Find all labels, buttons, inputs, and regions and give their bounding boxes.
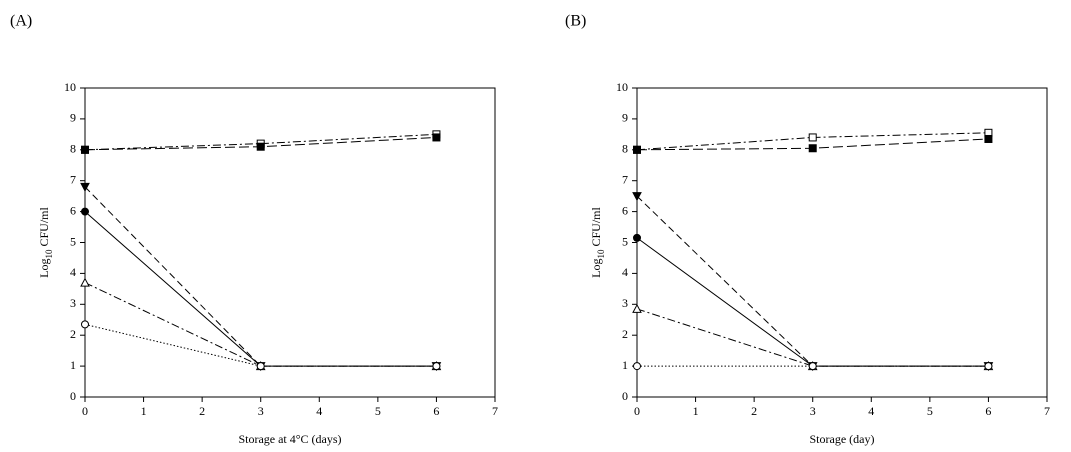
marker	[984, 134, 993, 143]
marker	[984, 362, 993, 371]
marker	[633, 362, 641, 371]
y-tick-label: 2	[70, 327, 76, 341]
marker	[256, 142, 265, 151]
x-tick-label: 7	[1044, 404, 1050, 418]
y-tick-label: 3	[70, 296, 76, 310]
x-tick-label: 7	[492, 404, 498, 418]
y-tick-label: 7	[622, 172, 628, 186]
y-axis-label-part: Log	[589, 259, 603, 278]
x-tick-label: 3	[810, 404, 816, 418]
series-line	[84, 211, 437, 367]
y-tick-label: 6	[70, 203, 76, 217]
x-tick-label: 4	[868, 404, 874, 418]
series-line	[84, 133, 437, 151]
y-tick-label: 5	[622, 234, 628, 248]
series-line	[636, 195, 989, 367]
x-tick-label: 4	[316, 404, 322, 418]
marker	[81, 145, 89, 154]
y-axis-label-part: Log	[37, 259, 51, 278]
marker	[632, 192, 642, 202]
x-tick-label: 1	[141, 404, 147, 418]
marker	[632, 303, 642, 313]
y-tick-label: 9	[622, 111, 628, 125]
y-tick-label: 0	[622, 389, 628, 403]
y-tick-label: 10	[616, 80, 628, 94]
y-tick-label: 7	[70, 172, 76, 186]
series-line	[636, 308, 989, 367]
x-axis-label: Storage (day)	[810, 432, 875, 446]
x-tick-label: 5	[375, 404, 381, 418]
marker	[808, 133, 817, 142]
y-tick-label: 4	[622, 265, 628, 279]
y-tick-label: 4	[70, 265, 76, 279]
y-axis-label: Log10 CFU/ml	[589, 206, 606, 277]
y-tick-label: 9	[70, 111, 76, 125]
x-axis-label: Storage at 4°C (days)	[238, 432, 341, 446]
y-tick-label: 8	[70, 142, 76, 156]
marker	[633, 233, 641, 242]
x-tick-label: 5	[927, 404, 933, 418]
marker	[808, 144, 817, 153]
marker	[81, 207, 89, 216]
series-line	[636, 237, 989, 367]
x-tick-label: 1	[693, 404, 699, 418]
x-tick-label: 0	[82, 404, 88, 418]
marker	[633, 145, 641, 154]
y-tick-label: 2	[622, 327, 628, 341]
marker	[81, 320, 89, 329]
y-tick-label: 1	[622, 358, 628, 372]
series-line	[84, 323, 437, 367]
y-tick-label: 0	[70, 389, 76, 403]
y-axis-label-part: 10	[596, 249, 606, 259]
x-tick-label: 2	[199, 404, 205, 418]
y-tick-label: 1	[70, 358, 76, 372]
marker	[432, 133, 441, 142]
y-axis-label: Log10 CFU/ml	[37, 206, 54, 277]
marker	[80, 277, 90, 287]
x-tick-label: 3	[258, 404, 264, 418]
x-tick-label: 6	[985, 404, 991, 418]
panel-label: (A)	[10, 13, 32, 30]
panel-label: (B)	[565, 13, 586, 30]
marker	[808, 362, 817, 371]
y-tick-label: 3	[622, 296, 628, 310]
y-axis-label-part: 10	[44, 249, 54, 259]
x-tick-label: 2	[751, 404, 757, 418]
x-tick-label: 6	[433, 404, 439, 418]
y-tick-label: 8	[622, 142, 628, 156]
y-tick-label: 10	[64, 80, 76, 94]
y-axis-label-part: CFU/ml	[37, 206, 51, 249]
marker	[256, 362, 265, 371]
series-line	[84, 186, 437, 367]
marker	[80, 182, 90, 192]
y-tick-label: 6	[622, 203, 628, 217]
x-tick-label: 0	[634, 404, 640, 418]
series-line	[84, 282, 437, 367]
y-axis-label-part: CFU/ml	[589, 206, 603, 249]
y-tick-label: 5	[70, 234, 76, 248]
marker	[432, 362, 441, 371]
